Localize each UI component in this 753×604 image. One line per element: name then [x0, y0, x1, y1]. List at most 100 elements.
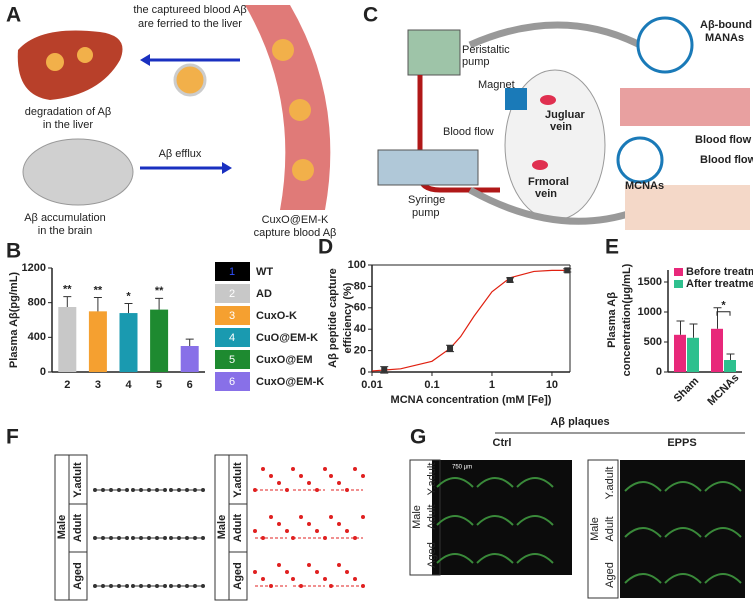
arrow-head — [140, 54, 150, 66]
particle — [173, 63, 207, 97]
trace-dot — [299, 474, 303, 478]
legend-swatch — [215, 350, 250, 369]
trace-dot — [345, 488, 349, 492]
y-tick-label: 20 — [354, 345, 366, 357]
trace-dot — [261, 577, 265, 581]
x-tick-label: 2 — [64, 379, 70, 391]
tissue — [436, 553, 474, 564]
tissue — [624, 573, 662, 584]
trace-dot — [131, 488, 135, 492]
trace-dot — [131, 536, 135, 540]
significance: * — [721, 300, 726, 312]
trace-dot — [163, 536, 167, 540]
trace-dot — [299, 515, 303, 519]
error-bar — [689, 323, 698, 338]
y-tick-label: 500 — [644, 336, 662, 348]
significance: ** — [94, 284, 103, 296]
particle — [272, 39, 294, 61]
legend-label: After treatment — [686, 278, 753, 290]
y-tick-label: 0 — [360, 366, 366, 378]
label: Blood flow — [695, 134, 752, 146]
x-tick-label: 10 — [546, 379, 558, 391]
point — [564, 267, 571, 274]
label: Jugluar — [545, 109, 585, 121]
legend-number: 6 — [229, 376, 235, 388]
trace-dot — [117, 584, 121, 588]
magnet — [505, 88, 527, 110]
tissue — [664, 481, 702, 492]
label: MANAs — [705, 32, 744, 44]
trace-dot — [185, 488, 189, 492]
trace-dot — [323, 577, 327, 581]
trace-dot — [277, 563, 281, 567]
trace-dot — [253, 488, 257, 492]
tissue — [436, 515, 474, 526]
label: Aβ-bound — [700, 19, 752, 31]
label: 750 µm — [452, 465, 472, 471]
legend-swatch — [674, 280, 683, 288]
trace-dot — [337, 481, 341, 485]
trace-dot — [117, 536, 121, 540]
trace-dot — [299, 584, 303, 588]
trace-dot — [329, 515, 333, 519]
y-axis-label: efficiency (%) — [342, 282, 354, 353]
brain — [22, 138, 134, 206]
tissue — [624, 527, 662, 538]
table-frame — [409, 459, 441, 576]
trace-dot — [291, 467, 295, 471]
trace-dot — [101, 488, 105, 492]
y-axis-label: concentration(µg/mL) — [621, 263, 633, 376]
significance-bracket — [716, 311, 731, 316]
particle — [77, 47, 93, 63]
x-axis-label: MCNA concentration (mM [Fe]) — [391, 394, 552, 406]
y-tick-label: 1200 — [22, 262, 46, 274]
x-tick-label: 4 — [125, 379, 132, 391]
trace-dot — [147, 584, 151, 588]
row-label: Adult — [72, 514, 84, 542]
y-tick-label: 1000 — [638, 306, 662, 318]
trace-dot — [345, 570, 349, 574]
y-tick-label: 0 — [656, 366, 662, 378]
trace-dot — [353, 536, 357, 540]
legend-label: CuxO@EM-K — [256, 376, 324, 388]
trace-dot — [269, 474, 273, 478]
error-bar — [63, 296, 72, 307]
legend-label: Before treatment — [686, 266, 753, 278]
table-frame — [587, 459, 619, 599]
tissue — [704, 527, 742, 538]
row-label: Y.adult — [604, 467, 616, 500]
trace-dot — [277, 522, 281, 526]
significance: ** — [155, 285, 164, 297]
x-tick-label: 1 — [489, 379, 495, 391]
legend-swatch — [215, 306, 250, 325]
point — [381, 366, 388, 373]
trace-dot — [253, 529, 257, 533]
legend-swatch — [215, 328, 250, 347]
panel-label: D — [318, 236, 333, 259]
trace-dot — [361, 584, 365, 588]
y-tick-label: 80 — [354, 280, 366, 292]
row-label: Aged — [426, 542, 438, 568]
tissue — [476, 553, 514, 564]
significance: * — [126, 290, 131, 302]
tissue — [516, 553, 554, 564]
vessel — [620, 88, 750, 126]
tissue — [516, 477, 554, 488]
bar — [180, 346, 199, 372]
legend-number: 1 — [229, 266, 235, 278]
arrow — [468, 186, 642, 225]
y-tick-label: 800 — [28, 297, 46, 309]
label: pump — [412, 207, 440, 219]
trace-dot — [345, 529, 349, 533]
label: the captureed blood Aβ — [133, 4, 246, 16]
row-label: Aged — [72, 562, 84, 590]
trace-dot — [93, 488, 97, 492]
label: EPPS — [667, 437, 696, 449]
label: capture blood Aβ — [254, 227, 337, 239]
trace-dot — [169, 584, 173, 588]
bar — [58, 307, 77, 372]
trace-dot — [337, 563, 341, 567]
legend-label: WT — [256, 266, 273, 278]
legend-label: CuxO@EM — [256, 354, 313, 366]
